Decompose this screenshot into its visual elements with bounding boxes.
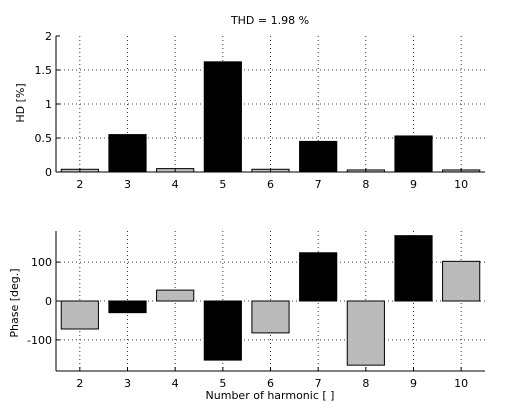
bar-harmonic-9 [394,235,433,302]
bar-harmonic-9 [394,135,433,173]
bar-harmonic-3 [108,134,147,173]
bar-harmonic-10 [442,260,481,302]
x-tick-label: 10 [454,377,468,390]
y-axis: 0 0.5 1 1.5 2 [35,30,60,179]
x-tick-label: 4 [172,178,179,191]
bar-harmonic-5 [203,300,242,361]
y-tick-label: 0 [45,295,52,308]
bar-harmonic-6 [251,300,290,334]
x-tick-label: 6 [267,377,274,390]
x-tick-label: 8 [362,178,369,191]
x-tick-label: 6 [267,178,274,191]
y-axis-label: HD [%] [14,83,27,122]
x-tick-label: 10 [454,178,468,191]
y-tick-label: -100 [27,334,52,347]
phase-chart: Phase [deg.] Number of harmonic [ ] -100… [8,231,485,402]
bar-harmonic-7 [299,140,338,173]
x-tick-label: 3 [124,178,131,191]
x-axis: 2 3 4 5 6 7 8 9 10 [76,367,468,390]
chart-title: THD = 1.98 % [230,14,309,27]
y-tick-label: 1.5 [35,64,53,77]
bar-harmonic-2 [60,300,99,330]
x-axis: 2 3 4 5 6 7 8 9 10 [76,168,468,191]
x-tick-label: 9 [410,178,417,191]
x-tick-label: 7 [315,178,322,191]
x-tick-label: 2 [76,178,83,191]
bar-series [60,61,481,173]
x-tick-label: 8 [362,377,369,390]
bar-harmonic-4 [156,289,195,302]
y-tick-label: 2 [45,30,52,43]
x-tick-label: 3 [124,377,131,390]
x-tick-label: 5 [219,178,226,191]
bar-harmonic-7 [299,252,338,302]
x-tick-label: 9 [410,377,417,390]
bar-harmonic-3 [108,300,147,314]
x-axis-label: Number of harmonic [ ] [206,389,335,402]
hd-chart: THD = 1.98 % HD [%] 0 0.5 1 1.5 2 2 3 4 5 6 7 8 9 10 [14,14,485,191]
bar-harmonic-5 [203,61,242,173]
y-tick-label: 0 [45,166,52,179]
y-tick-label: 0.5 [35,132,53,145]
x-tick-label: 2 [76,377,83,390]
bar-series [60,235,481,366]
y-axis: -100 0 100 [27,256,60,347]
y-tick-label: 1 [45,98,52,111]
bar-harmonic-8 [346,300,385,366]
y-axis-label: Phase [deg.] [8,268,21,337]
x-tick-label: 4 [172,377,179,390]
x-tick-label: 5 [219,377,226,390]
y-tick-label: 100 [31,256,52,269]
x-tick-label: 7 [315,377,322,390]
